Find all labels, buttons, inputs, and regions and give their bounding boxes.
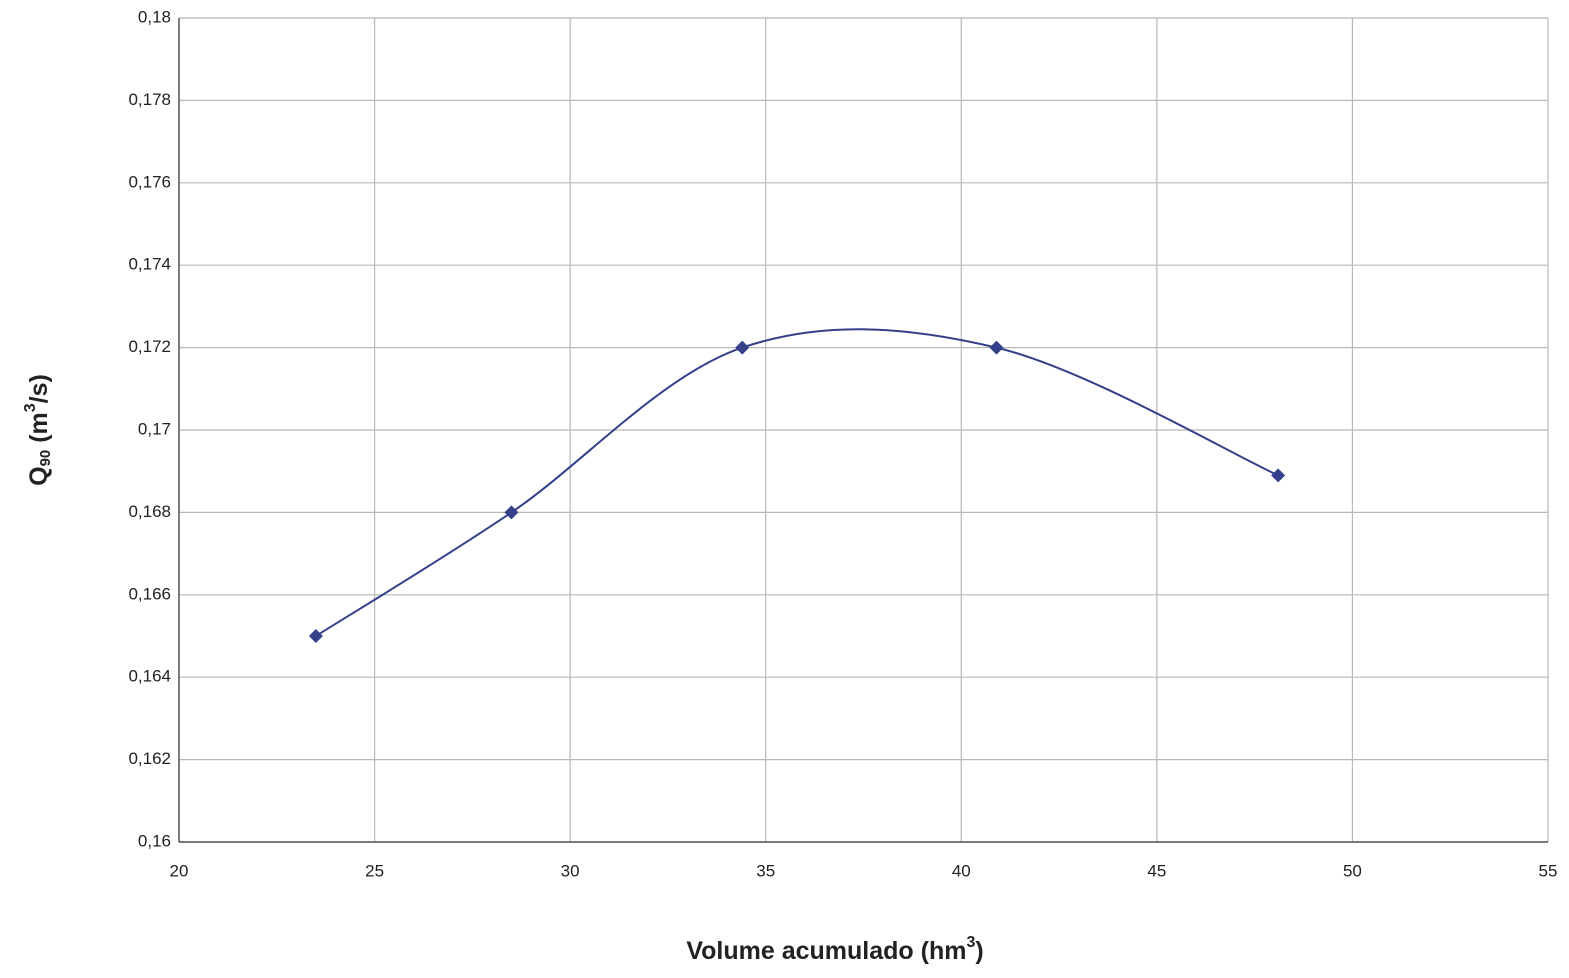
x-tick-label: 45: [1147, 861, 1166, 880]
y-title-sup: 3: [22, 403, 39, 412]
y-title-end: /s): [25, 374, 53, 403]
x-title-sup: 3: [966, 934, 975, 951]
y-tick-label: 0,18: [138, 7, 171, 26]
x-title-end: ): [975, 937, 983, 965]
y-title-sub: 90: [37, 450, 54, 467]
marker: [989, 340, 1004, 355]
y-tick-label: 0,168: [128, 502, 171, 521]
x-tick-label: 30: [561, 861, 580, 880]
y-tick-label: 0,166: [128, 584, 171, 603]
x-tick-label: 20: [170, 861, 189, 880]
y-tick-label: 0,172: [128, 337, 171, 356]
x-tick-label: 25: [365, 861, 384, 880]
x-axis-title: Volume acumulado (hm3): [686, 934, 983, 964]
x-tick-label: 35: [756, 861, 775, 880]
x-tick-label: 50: [1343, 861, 1362, 880]
y-tick-label: 0,174: [128, 255, 171, 274]
x-tick-label: 55: [1539, 861, 1558, 880]
marker: [735, 340, 750, 355]
y-axis-title: Q90 (m3/s): [22, 374, 54, 486]
y-tick-label: 0,17: [138, 419, 171, 438]
x-tick-label: 40: [952, 861, 971, 880]
marker: [504, 505, 519, 520]
y-tick-label: 0,176: [128, 172, 171, 191]
marker: [1271, 468, 1286, 483]
y-tick-label: 0,162: [128, 749, 171, 768]
y-title-mid: (m: [25, 412, 53, 450]
series-line: [315, 328, 1279, 637]
y-tick-label: 0,16: [138, 831, 171, 850]
y-tick-label: 0,164: [128, 667, 171, 686]
y-tick-label: 0,178: [128, 90, 171, 109]
marker: [308, 629, 323, 643]
x-title-text: Volume acumulado (hm: [686, 937, 966, 965]
y-title-q: Q: [25, 466, 53, 485]
